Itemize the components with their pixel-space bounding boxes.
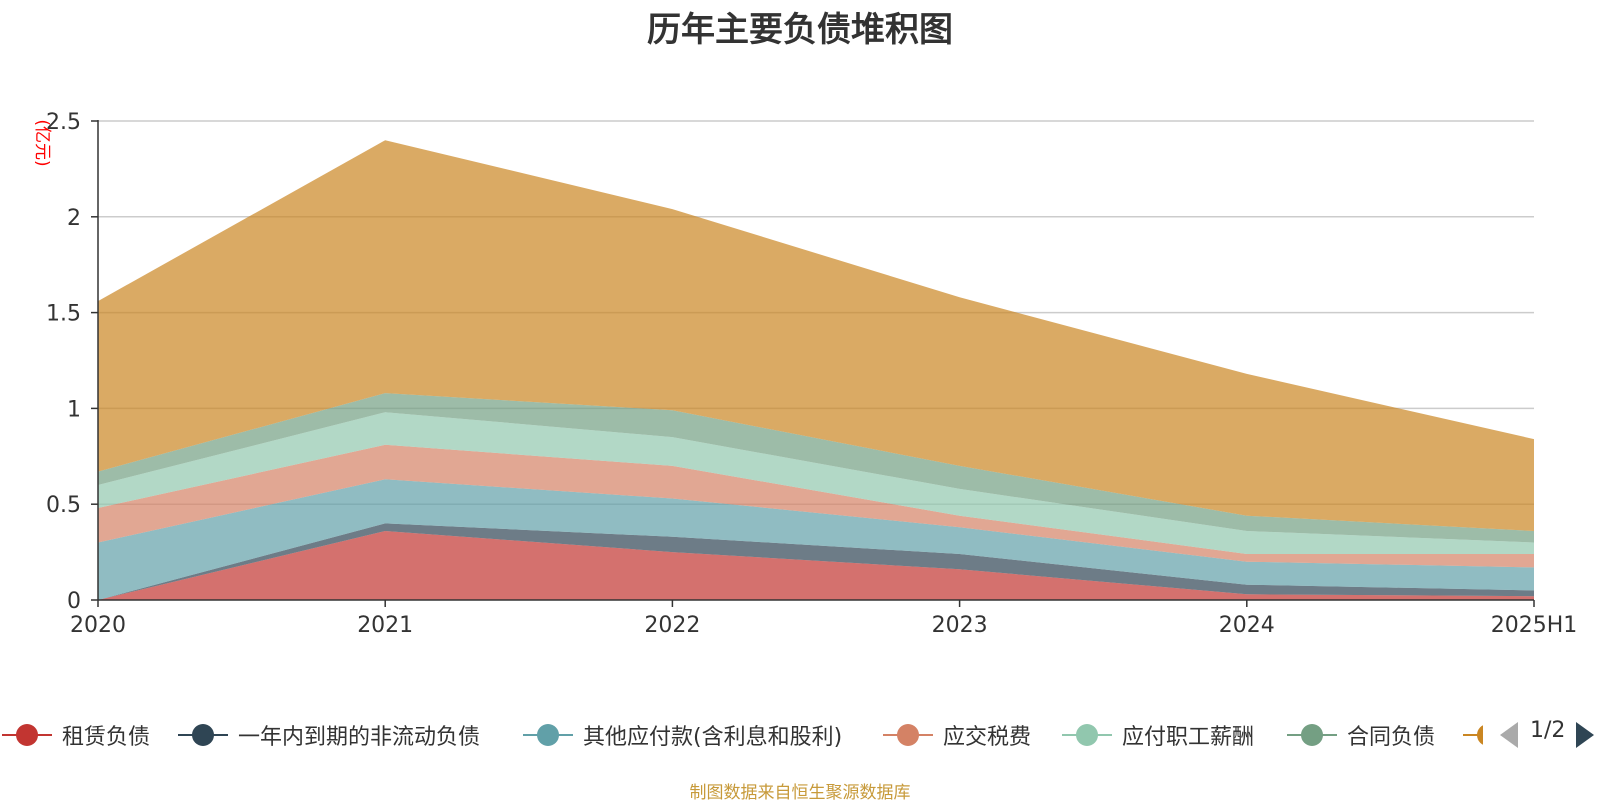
legend-label: 合同负债 — [1347, 725, 1436, 750]
legend-item[interactable]: 一年内到期的非流动负债 — [178, 718, 480, 752]
legend-marker-icon — [1062, 724, 1112, 746]
y-tick-label: 2.5 — [46, 110, 81, 135]
legend-label: 其他应付款(含利息和股利) — [583, 725, 843, 750]
y-tick-label: 2 — [67, 206, 81, 231]
y-tick-label: 0 — [67, 589, 81, 614]
legend-item[interactable]: 租赁负债 — [2, 718, 150, 752]
y-tick-label: 0.5 — [46, 493, 81, 518]
legend-marker-icon — [523, 724, 573, 746]
legend-prev-arrow-icon[interactable] — [1498, 720, 1520, 750]
legend-marker-icon — [883, 724, 933, 746]
x-tick-label: 2023 — [932, 613, 988, 638]
legend-item[interactable]: 合同负债 — [1287, 718, 1435, 752]
y-tick-label: 1.5 — [46, 302, 81, 327]
legend-label: 租赁负债 — [62, 725, 151, 750]
chart-title: 历年主要负债堆积图 — [647, 10, 953, 50]
axes: 0 0.5 1 1.5 2 2.5 2020 2021 2022 2023 2024 2025H1 — [46, 110, 1577, 638]
x-tick-label: 2021 — [357, 613, 413, 638]
x-tick-label: 2025H1 — [1491, 613, 1578, 638]
y-axis-unit-label: (亿元) — [32, 119, 52, 166]
legend-marker-icon — [1463, 725, 1483, 745]
area-series-0 — [98, 531, 1534, 600]
legend-item[interactable]: 其他应付款(含利息和股利) — [523, 718, 842, 752]
x-tick-label: 2024 — [1219, 613, 1275, 638]
legend-next-arrow-icon[interactable] — [1574, 720, 1596, 750]
area-series-1 — [98, 523, 1534, 600]
data-source-note: 制图数据来自恒生聚源数据库 — [689, 783, 911, 803]
area-series-5 — [98, 393, 1534, 543]
area-series — [98, 140, 1534, 600]
legend-label: 应付职工薪酬 — [1122, 725, 1255, 750]
legend-item[interactable] — [1463, 718, 1483, 752]
area-series-3 — [98, 444, 1534, 568]
legend-item[interactable]: 应交税费 — [883, 718, 1031, 752]
area-series-2 — [98, 479, 1534, 600]
legend-marker-icon — [1287, 724, 1337, 746]
legend-page-indicator: 1/2 — [1530, 718, 1566, 743]
legend-item[interactable]: 应付职工薪酬 — [1062, 718, 1254, 752]
legend-marker-icon — [178, 724, 228, 746]
x-tick-label: 2022 — [644, 613, 700, 638]
legend-label: 应交税费 — [943, 725, 1032, 750]
area-series-6 — [98, 140, 1534, 531]
x-tick-label: 2020 — [70, 613, 126, 638]
area-series-4 — [98, 412, 1534, 554]
y-tick-label: 1 — [67, 397, 81, 422]
legend-marker-icon — [2, 724, 52, 746]
legend-label: 一年内到期的非流动负债 — [238, 725, 481, 750]
